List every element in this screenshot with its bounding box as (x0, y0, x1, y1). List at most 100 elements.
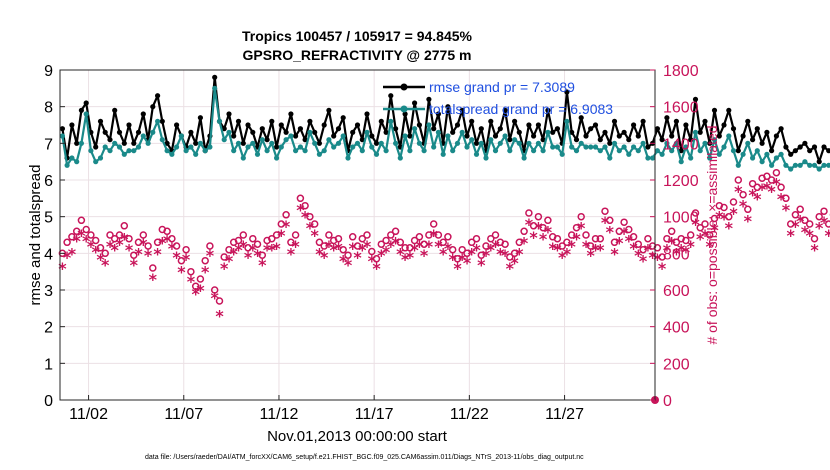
obs-assimilated-point: * (225, 252, 234, 271)
data-point (673, 140, 680, 146)
obs-assimilated-point: * (187, 272, 196, 291)
data-point (307, 118, 313, 124)
obs-assimilated-point: * (311, 226, 320, 245)
data-point (664, 115, 670, 121)
obs-possible-point (149, 264, 157, 272)
y2-axis-label: # of obs: o=possible; ×=assimilated (704, 125, 720, 344)
obs-assimilated-point: * (525, 215, 534, 234)
data-point (97, 155, 104, 161)
obs-assimilated-point: * (710, 221, 719, 240)
data-point (131, 148, 137, 154)
data-point (707, 140, 713, 146)
y-axis-label: rmse and totalspread (27, 165, 44, 306)
y2-tick-label: 1600 (663, 100, 699, 117)
data-point (116, 129, 123, 135)
obs-assimilated-point: * (125, 241, 134, 260)
obs-possible-point (444, 233, 452, 241)
obs-possible-point (667, 227, 676, 236)
data-point (473, 151, 480, 157)
obs-possible-point (172, 242, 181, 250)
data-point (331, 144, 337, 150)
ticks: 0 1 2 3 4 5 6 7 8 9 0 200 400 600 800 1000 1200 1400 1600 1… (44, 63, 699, 423)
obs-possible-point (786, 220, 795, 228)
data-point (697, 129, 703, 135)
obs-possible-point (182, 245, 190, 254)
data-point (102, 144, 108, 150)
obs-assimilated-point: * (520, 233, 529, 252)
obs-possible-point (234, 236, 243, 245)
data-point (526, 140, 532, 146)
data-point (226, 111, 232, 117)
data-point (788, 166, 794, 172)
data-point (364, 129, 370, 135)
obs-possible-point (744, 205, 752, 214)
legend-spread-marker (400, 105, 408, 113)
data-point (278, 122, 284, 128)
obs-assimilated-point: * (582, 237, 591, 256)
data-point (735, 162, 741, 168)
data-point (611, 140, 618, 146)
obs-assimilated-point: * (449, 250, 458, 269)
obs-assimilated-point: * (391, 233, 400, 252)
obs-possible-point (772, 168, 781, 177)
data-point (740, 133, 746, 139)
data-point (611, 118, 618, 124)
obs-possible-point (125, 234, 133, 243)
data-point (59, 133, 65, 139)
obs-assimilated-point: * (677, 241, 686, 260)
obs-possible-point (163, 227, 171, 236)
data-point (502, 107, 508, 113)
obs-possible-point (805, 220, 814, 228)
obs-assimilated-point: * (615, 233, 624, 252)
data-point (640, 118, 646, 124)
obs-assimilated-point: * (820, 213, 829, 232)
data-point (559, 151, 565, 157)
obs-assimilated-point: * (92, 243, 101, 262)
obs-possible-point (663, 234, 671, 243)
data-point (716, 151, 722, 157)
obs-assimilated-point: * (291, 237, 300, 256)
obs-assimilated-point: * (168, 239, 177, 258)
obs-possible-point (153, 238, 162, 247)
data-point (126, 148, 132, 154)
obs-possible-point (82, 225, 90, 234)
data-point (759, 140, 765, 146)
obs-assimilated-point: * (487, 241, 496, 260)
obs-assimilated-point: * (196, 281, 205, 300)
data-point (159, 118, 165, 124)
obs-assimilated-point: * (177, 263, 186, 282)
obs-assimilated-point: * (401, 250, 410, 269)
footnote: data file: /Users/raeder/DAI/ATM_forcXX/… (145, 454, 584, 461)
data-point (207, 144, 213, 150)
data-point (711, 107, 718, 113)
data-point (650, 155, 656, 161)
obs-possible-point (763, 172, 771, 181)
obs-assimilated-point: * (306, 219, 315, 238)
data-point (150, 104, 156, 110)
data-point (407, 148, 413, 154)
obs-assimilated-point: * (549, 239, 558, 258)
obs-possible-point (272, 231, 281, 239)
obs-assimilated-point: * (244, 248, 253, 267)
y-tick-label: 3 (44, 283, 53, 300)
y-tick-label: 7 (44, 136, 53, 153)
obs-possible-point (629, 233, 638, 241)
obs-possible-point (110, 234, 119, 243)
data-point (350, 144, 356, 150)
obs-possible-point (220, 253, 228, 261)
data-point (483, 155, 489, 161)
obs-assimilated-point: * (568, 237, 577, 256)
obs-possible-point (396, 238, 405, 247)
data-point (488, 118, 494, 124)
obs-assimilated-point: * (349, 239, 358, 258)
data-point (711, 137, 718, 143)
obs-assimilated-point: * (515, 244, 524, 263)
y2-tick-label: 1200 (663, 173, 699, 190)
obs-possible-point (177, 256, 186, 265)
obs-possible-point (130, 251, 138, 259)
data-point (540, 137, 546, 143)
obs-possible-point (258, 251, 267, 259)
data-point (626, 137, 632, 143)
data-point (235, 118, 242, 124)
